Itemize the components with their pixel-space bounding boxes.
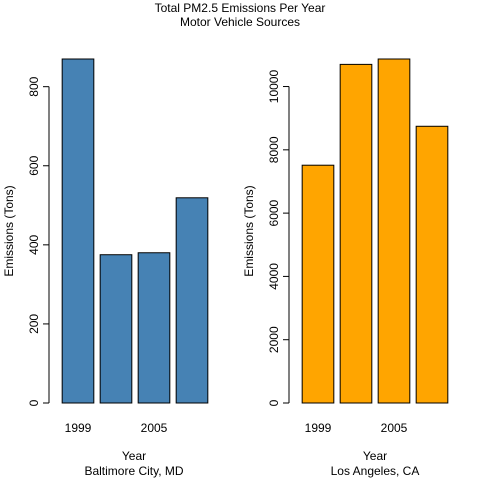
y-tick-label: 200 bbox=[27, 314, 41, 334]
bar-1999 bbox=[301, 164, 335, 404]
figure-title: Total PM2.5 Emissions Per Year bbox=[155, 1, 326, 15]
bar-2002 bbox=[99, 254, 133, 404]
figure-subtitle: Motor Vehicle Sources bbox=[180, 15, 300, 29]
x-tick-label: 1999 bbox=[305, 421, 332, 435]
location-label: Baltimore City, MD bbox=[84, 464, 183, 478]
x-axis-title: Year bbox=[363, 449, 387, 463]
bar-2008 bbox=[175, 197, 209, 404]
bar-2005 bbox=[137, 252, 171, 404]
y-tick-label: 600 bbox=[27, 155, 41, 175]
bar-1999 bbox=[61, 58, 95, 404]
bar-2005 bbox=[377, 58, 411, 404]
x-tick-label: 1999 bbox=[65, 421, 92, 435]
y-axis-title: Emissions (Tons) bbox=[242, 185, 256, 276]
y-tick-label: 4000 bbox=[267, 263, 281, 290]
x-tick-label: 2005 bbox=[141, 421, 168, 435]
y-tick-label: 400 bbox=[27, 235, 41, 255]
y-tick-label: 0 bbox=[27, 399, 41, 406]
y-tick-label: 10000 bbox=[267, 70, 281, 104]
y-tick-label: 6000 bbox=[267, 199, 281, 226]
chart-los-angeles: 1999 2005 0 2000 4000 6000 8000 10000 Emissions … bbox=[242, 58, 449, 478]
y-tick-label: 2000 bbox=[267, 326, 281, 353]
y-axis-title: Emissions (Tons) bbox=[2, 185, 16, 276]
bar-2008 bbox=[415, 125, 449, 404]
bar-2002 bbox=[339, 63, 373, 404]
x-tick-label: 2005 bbox=[381, 421, 408, 435]
location-label: Los Angeles, CA bbox=[331, 464, 420, 478]
chart-baltimore: 1999 2005 0 200 400 600 800 Emissions (Tons) Yea… bbox=[2, 58, 209, 478]
x-axis-title: Year bbox=[122, 449, 146, 463]
y-tick-label: 800 bbox=[27, 76, 41, 96]
y-tick-label: 0 bbox=[267, 399, 281, 406]
y-tick-label: 8000 bbox=[267, 136, 281, 163]
